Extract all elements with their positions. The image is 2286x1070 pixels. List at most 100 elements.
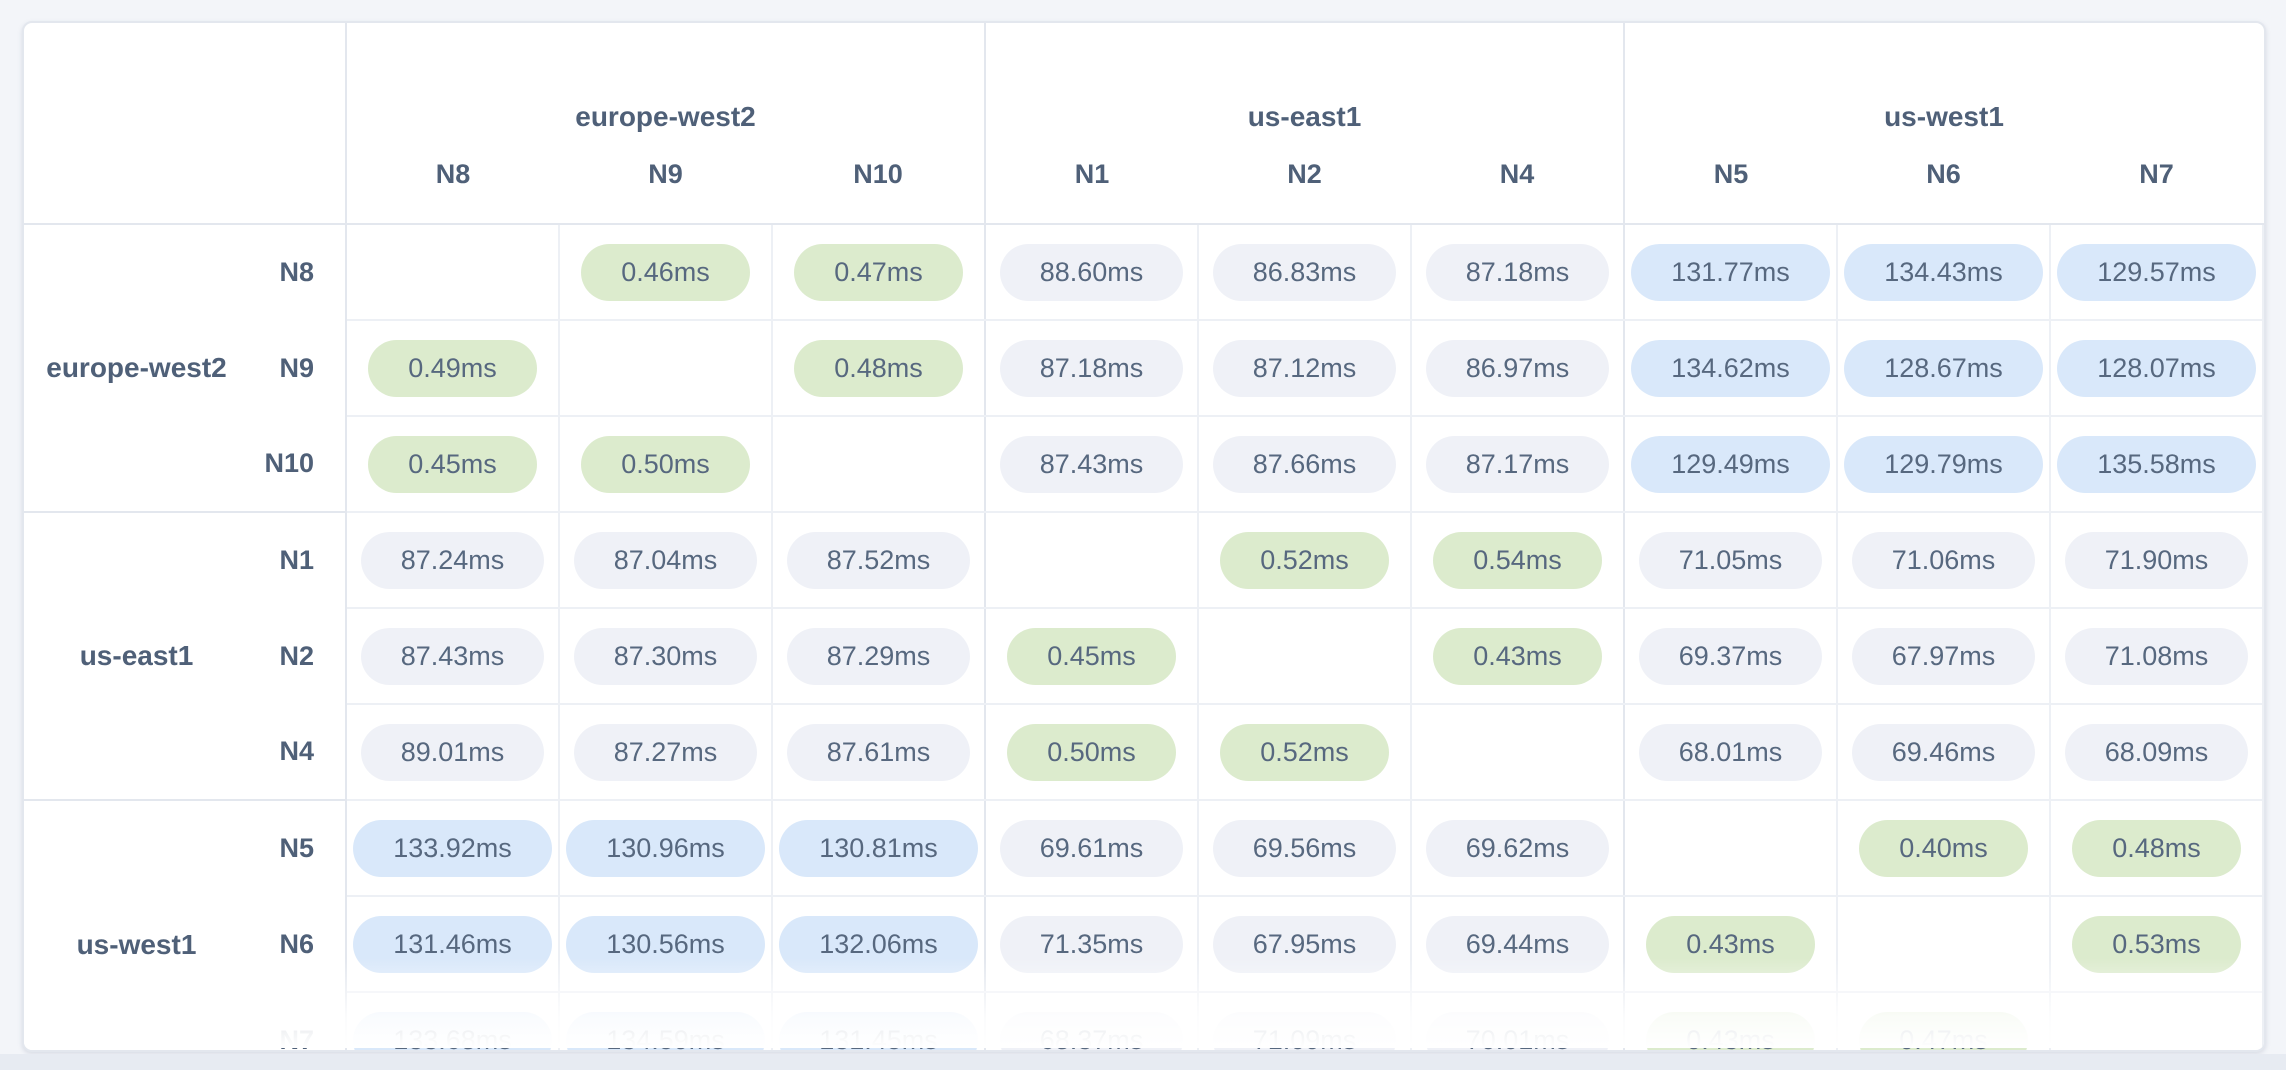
- latency-pill[interactable]: 0.52ms: [1220, 531, 1389, 589]
- latency-pill[interactable]: 134.62ms: [1631, 339, 1830, 397]
- latency-pill[interactable]: 0.43ms: [1646, 915, 1815, 973]
- latency-pill[interactable]: 0.54ms: [1433, 531, 1602, 589]
- latency-pill[interactable]: 129.57ms: [2057, 243, 2256, 301]
- latency-pill[interactable]: 86.83ms: [1212, 243, 1397, 301]
- empty-diagonal-cell: [1410, 703, 1625, 801]
- latency-pill[interactable]: 87.12ms: [1212, 339, 1397, 397]
- latency-pill[interactable]: 0.45ms: [368, 435, 537, 493]
- latency-cell: 0.48ms: [771, 319, 986, 417]
- latency-cell: 69.62ms: [1410, 799, 1625, 897]
- empty-diagonal-cell: [771, 415, 986, 513]
- latency-pill[interactable]: 0.48ms: [794, 339, 963, 397]
- latency-pill[interactable]: 0.53ms: [2072, 915, 2241, 973]
- latency-cell: 67.97ms: [1836, 607, 2051, 705]
- latency-pill[interactable]: 87.30ms: [573, 627, 758, 685]
- latency-pill[interactable]: 71.06ms: [1851, 531, 2036, 589]
- latency-cell: 87.12ms: [1197, 319, 1412, 417]
- latency-pill[interactable]: 69.62ms: [1425, 819, 1610, 877]
- latency-pill[interactable]: 131.46ms: [353, 915, 552, 973]
- latency-pill[interactable]: 0.47ms: [794, 243, 963, 301]
- latency-pill[interactable]: 129.49ms: [1631, 435, 1830, 493]
- latency-pill[interactable]: 68.09ms: [2064, 723, 2249, 781]
- latency-matrix-table: europe-west2 us-east1 us-west1 N8 N9 N10 N1 N2 N…: [24, 23, 2264, 1050]
- latency-pill[interactable]: 134.59ms: [566, 1011, 765, 1050]
- latency-pill[interactable]: 87.27ms: [573, 723, 758, 781]
- latency-pill[interactable]: 87.43ms: [360, 627, 545, 685]
- header-region-row: europe-west2 us-east1 us-west1: [24, 23, 2263, 225]
- latency-pill[interactable]: 68.01ms: [1638, 723, 1823, 781]
- latency-pill[interactable]: 87.18ms: [1425, 243, 1610, 301]
- latency-pill[interactable]: 87.17ms: [1425, 435, 1610, 493]
- latency-pill[interactable]: 68.37ms: [999, 1011, 1184, 1050]
- latency-pill[interactable]: 87.24ms: [360, 531, 545, 589]
- col-node-label: N5: [1624, 147, 1837, 225]
- latency-cell: 131.45ms: [771, 991, 986, 1050]
- latency-pill[interactable]: 130.56ms: [566, 915, 765, 973]
- latency-pill[interactable]: 0.47ms: [1859, 1011, 2028, 1050]
- latency-pill[interactable]: 0.49ms: [368, 339, 537, 397]
- table-row: N2 87.43ms 87.30ms 87.29ms 0.45ms 0.43ms 69.37…: [24, 607, 2264, 705]
- latency-pill[interactable]: 67.97ms: [1851, 627, 2036, 685]
- latency-cell: 86.83ms: [1197, 223, 1412, 321]
- latency-pill[interactable]: 0.43ms: [1433, 627, 1602, 685]
- latency-pill[interactable]: 129.79ms: [1844, 435, 2043, 493]
- latency-pill[interactable]: 87.61ms: [786, 723, 971, 781]
- latency-cell: 0.40ms: [1836, 799, 2051, 897]
- latency-cell: 132.06ms: [771, 895, 986, 993]
- latency-pill[interactable]: 128.07ms: [2057, 339, 2256, 397]
- latency-pill[interactable]: 70.01ms: [1425, 1011, 1610, 1050]
- latency-pill[interactable]: 71.90ms: [2064, 531, 2249, 589]
- latency-pill[interactable]: 130.81ms: [779, 819, 978, 877]
- latency-pill[interactable]: 71.09ms: [1212, 1011, 1397, 1050]
- latency-pill[interactable]: 131.77ms: [1631, 243, 1830, 301]
- latency-pill[interactable]: 0.50ms: [1007, 723, 1176, 781]
- latency-pill[interactable]: 87.04ms: [573, 531, 758, 589]
- latency-cell: 129.57ms: [2049, 223, 2264, 321]
- latency-pill[interactable]: 131.45ms: [779, 1011, 978, 1050]
- row-node-label: N4: [249, 704, 347, 800]
- latency-pill[interactable]: 133.68ms: [353, 1011, 552, 1050]
- latency-pill[interactable]: 0.50ms: [581, 435, 750, 493]
- latency-pill[interactable]: 0.43ms: [1646, 1011, 1815, 1050]
- latency-cell: 71.08ms: [2049, 607, 2264, 705]
- row-node-label: N6: [249, 896, 347, 992]
- matrix-header: europe-west2 us-east1 us-west1 N8 N9 N10 N1 N2 N…: [24, 23, 2263, 225]
- latency-pill[interactable]: 87.52ms: [786, 531, 971, 589]
- latency-pill[interactable]: 89.01ms: [360, 723, 545, 781]
- latency-pill[interactable]: 134.43ms: [1844, 243, 2043, 301]
- table-row: N10 0.45ms 0.50ms 87.43ms 87.66ms 87.17ms 129.…: [24, 415, 2264, 513]
- latency-pill[interactable]: 71.05ms: [1638, 531, 1823, 589]
- latency-pill[interactable]: 87.43ms: [999, 435, 1184, 493]
- latency-pill[interactable]: 87.18ms: [999, 339, 1184, 397]
- latency-pill[interactable]: 0.46ms: [581, 243, 750, 301]
- latency-pill[interactable]: 69.37ms: [1638, 627, 1823, 685]
- table-row: N9 0.49ms 0.48ms 87.18ms 87.12ms 86.97ms 134.6…: [24, 319, 2264, 417]
- latency-pill[interactable]: 87.66ms: [1212, 435, 1397, 493]
- latency-pill[interactable]: 0.52ms: [1220, 723, 1389, 781]
- latency-pill[interactable]: 69.44ms: [1425, 915, 1610, 973]
- latency-cell: 131.46ms: [345, 895, 560, 993]
- latency-pill[interactable]: 67.95ms: [1212, 915, 1397, 973]
- latency-pill[interactable]: 88.60ms: [999, 243, 1184, 301]
- latency-pill[interactable]: 87.29ms: [786, 627, 971, 685]
- latency-pill[interactable]: 135.58ms: [2057, 435, 2256, 493]
- table-row: N6 131.46ms 130.56ms 132.06ms 71.35ms 67.95ms…: [24, 895, 2264, 993]
- latency-pill[interactable]: 71.08ms: [2064, 627, 2249, 685]
- latency-pill[interactable]: 69.56ms: [1212, 819, 1397, 877]
- latency-pill[interactable]: 0.45ms: [1007, 627, 1176, 685]
- latency-pill[interactable]: 0.40ms: [1859, 819, 2028, 877]
- latency-pill[interactable]: 128.67ms: [1844, 339, 2043, 397]
- latency-pill[interactable]: 71.35ms: [999, 915, 1184, 973]
- latency-pill[interactable]: 69.61ms: [999, 819, 1184, 877]
- latency-pill[interactable]: 130.96ms: [566, 819, 765, 877]
- row-region-label: us-west1: [24, 799, 249, 1050]
- latency-pill[interactable]: 69.46ms: [1851, 723, 2036, 781]
- latency-pill[interactable]: 86.97ms: [1425, 339, 1610, 397]
- latency-cell: 0.47ms: [1836, 991, 2051, 1050]
- latency-pill[interactable]: 0.48ms: [2072, 819, 2241, 877]
- latency-cell: 87.43ms: [345, 607, 560, 705]
- latency-pill[interactable]: 132.06ms: [779, 915, 978, 973]
- latency-pill[interactable]: 133.92ms: [353, 819, 552, 877]
- col-node-label: N4: [1411, 147, 1625, 225]
- latency-cell: 87.18ms: [1410, 223, 1625, 321]
